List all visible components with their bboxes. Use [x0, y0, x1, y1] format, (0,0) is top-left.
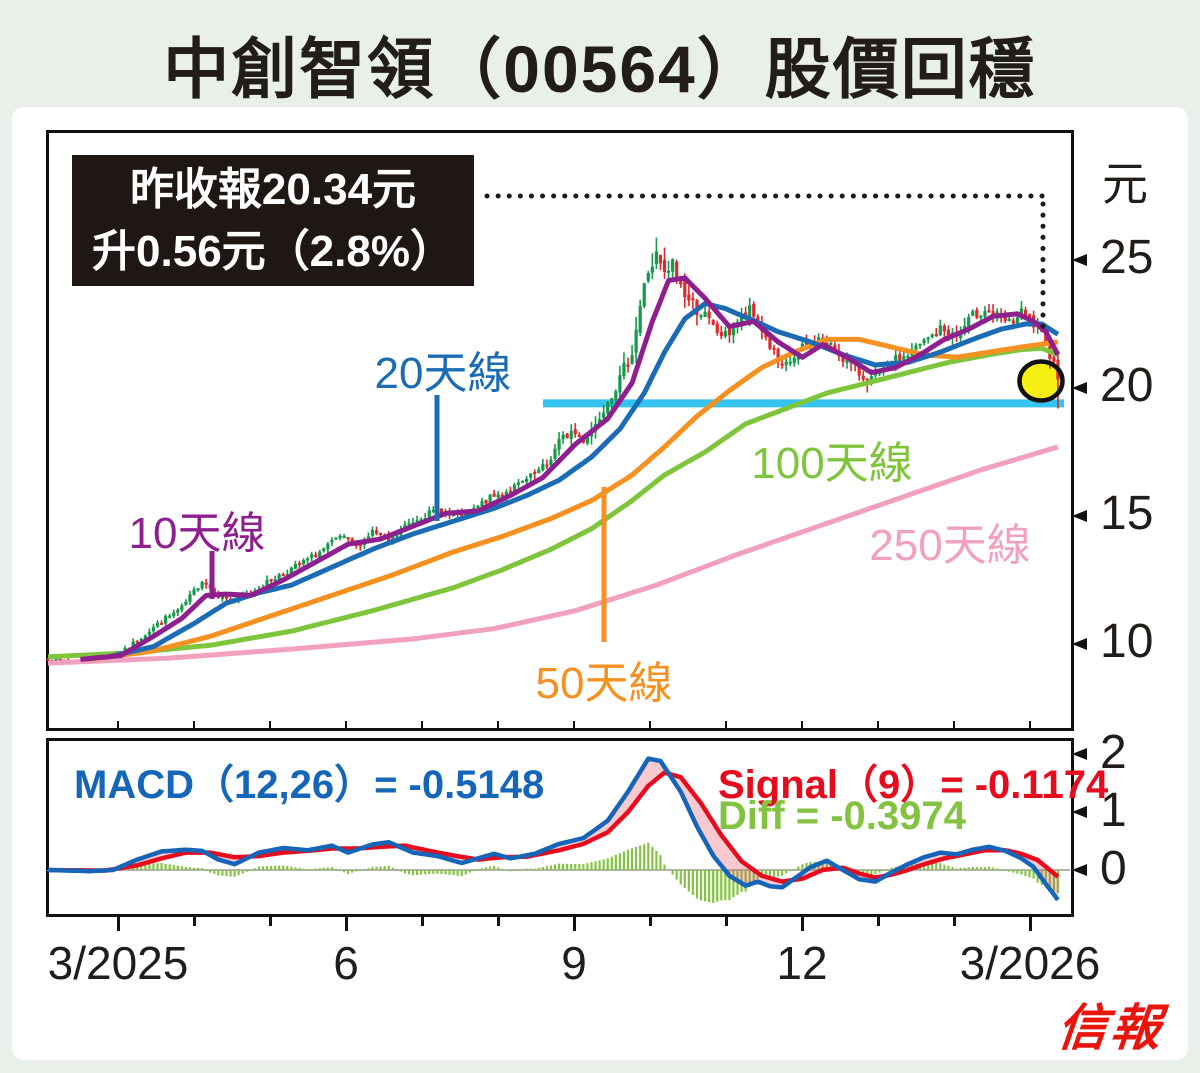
month-tick-price-panel: [1029, 721, 1031, 728]
month-tick-price-panel: [953, 721, 955, 728]
ma20-label: 20天線: [374, 349, 512, 398]
month-tick-price-panel: [725, 721, 727, 728]
macd-tick-label-2: 2: [1100, 726, 1127, 779]
macd-tick-label-0: 0: [1100, 842, 1127, 895]
price-tick-15: [1072, 510, 1087, 522]
ma100-label: 100天線: [751, 439, 913, 488]
month-tick-price-panel: [193, 721, 195, 728]
month-tick-bottom: [344, 917, 348, 931]
macd-tick-label-1: 1: [1100, 784, 1127, 837]
month-tick-bottom: [952, 917, 956, 926]
ma50-label: 50天線: [535, 659, 673, 708]
month-tick-price-panel: [345, 721, 347, 728]
signal-value-label: Signal（9）= -0.1174: [718, 763, 1109, 807]
month-label-3/2026: 3/2026: [959, 937, 1101, 989]
month-tick-bottom: [572, 917, 576, 931]
month-tick-price-panel: [801, 721, 803, 728]
month-tick-bottom: [268, 917, 272, 926]
month-tick-price-panel: [117, 721, 119, 728]
month-tick-bottom: [192, 917, 196, 926]
ma250-label: 250天線: [869, 521, 1031, 570]
diff-value-label: Diff = -0.3974: [718, 794, 966, 838]
month-tick-price-panel: [573, 721, 575, 728]
price-tick-label-20: 20: [1100, 359, 1154, 412]
price-tick-10: [1072, 638, 1087, 650]
month-tick-bottom: [116, 917, 120, 931]
page-title: 中創智領（00564）股價回穩: [163, 32, 1037, 106]
month-label-12: 12: [776, 937, 828, 989]
month-label-3/2025: 3/2025: [47, 937, 189, 989]
price-unit-label: 元: [1102, 158, 1148, 210]
month-tick-bottom: [876, 917, 880, 926]
ma10-label: 10天線: [128, 509, 266, 558]
month-tick-bottom: [648, 917, 652, 926]
month-tick-bottom: [724, 917, 728, 926]
last-close-line: 昨收報20.34元: [129, 164, 417, 214]
month-tick-bottom: [800, 917, 804, 931]
last-close-callout: 昨收報20.34元 升0.56元（2.8%）: [72, 155, 474, 286]
macd-tick-1: [1072, 806, 1087, 818]
price-tick-label-25: 25: [1100, 231, 1154, 284]
macd-tick-2: [1072, 748, 1087, 760]
month-label-9: 9: [561, 937, 587, 989]
month-tick-price-panel: [421, 721, 423, 728]
month-tick-bottom: [496, 917, 500, 926]
price-tick-label-10: 10: [1100, 615, 1154, 668]
macd-value-label: MACD（12,26）= -0.5148: [74, 763, 545, 807]
change-line: 升0.56元（2.8%）: [92, 226, 454, 276]
month-tick-price-panel: [497, 721, 499, 728]
price-tick-20: [1072, 382, 1087, 394]
publisher-logo: 信報: [1054, 1000, 1167, 1056]
price-tick-label-15: 15: [1100, 487, 1154, 540]
price-tick-25: [1072, 254, 1087, 266]
month-tick-price-panel: [269, 721, 271, 728]
month-tick-price-panel: [649, 721, 651, 728]
month-tick-bottom: [420, 917, 424, 926]
month-label-6: 6: [333, 937, 359, 989]
month-tick-price-panel: [877, 721, 879, 728]
macd-tick-0: [1072, 864, 1087, 876]
month-tick-bottom: [1028, 917, 1032, 931]
